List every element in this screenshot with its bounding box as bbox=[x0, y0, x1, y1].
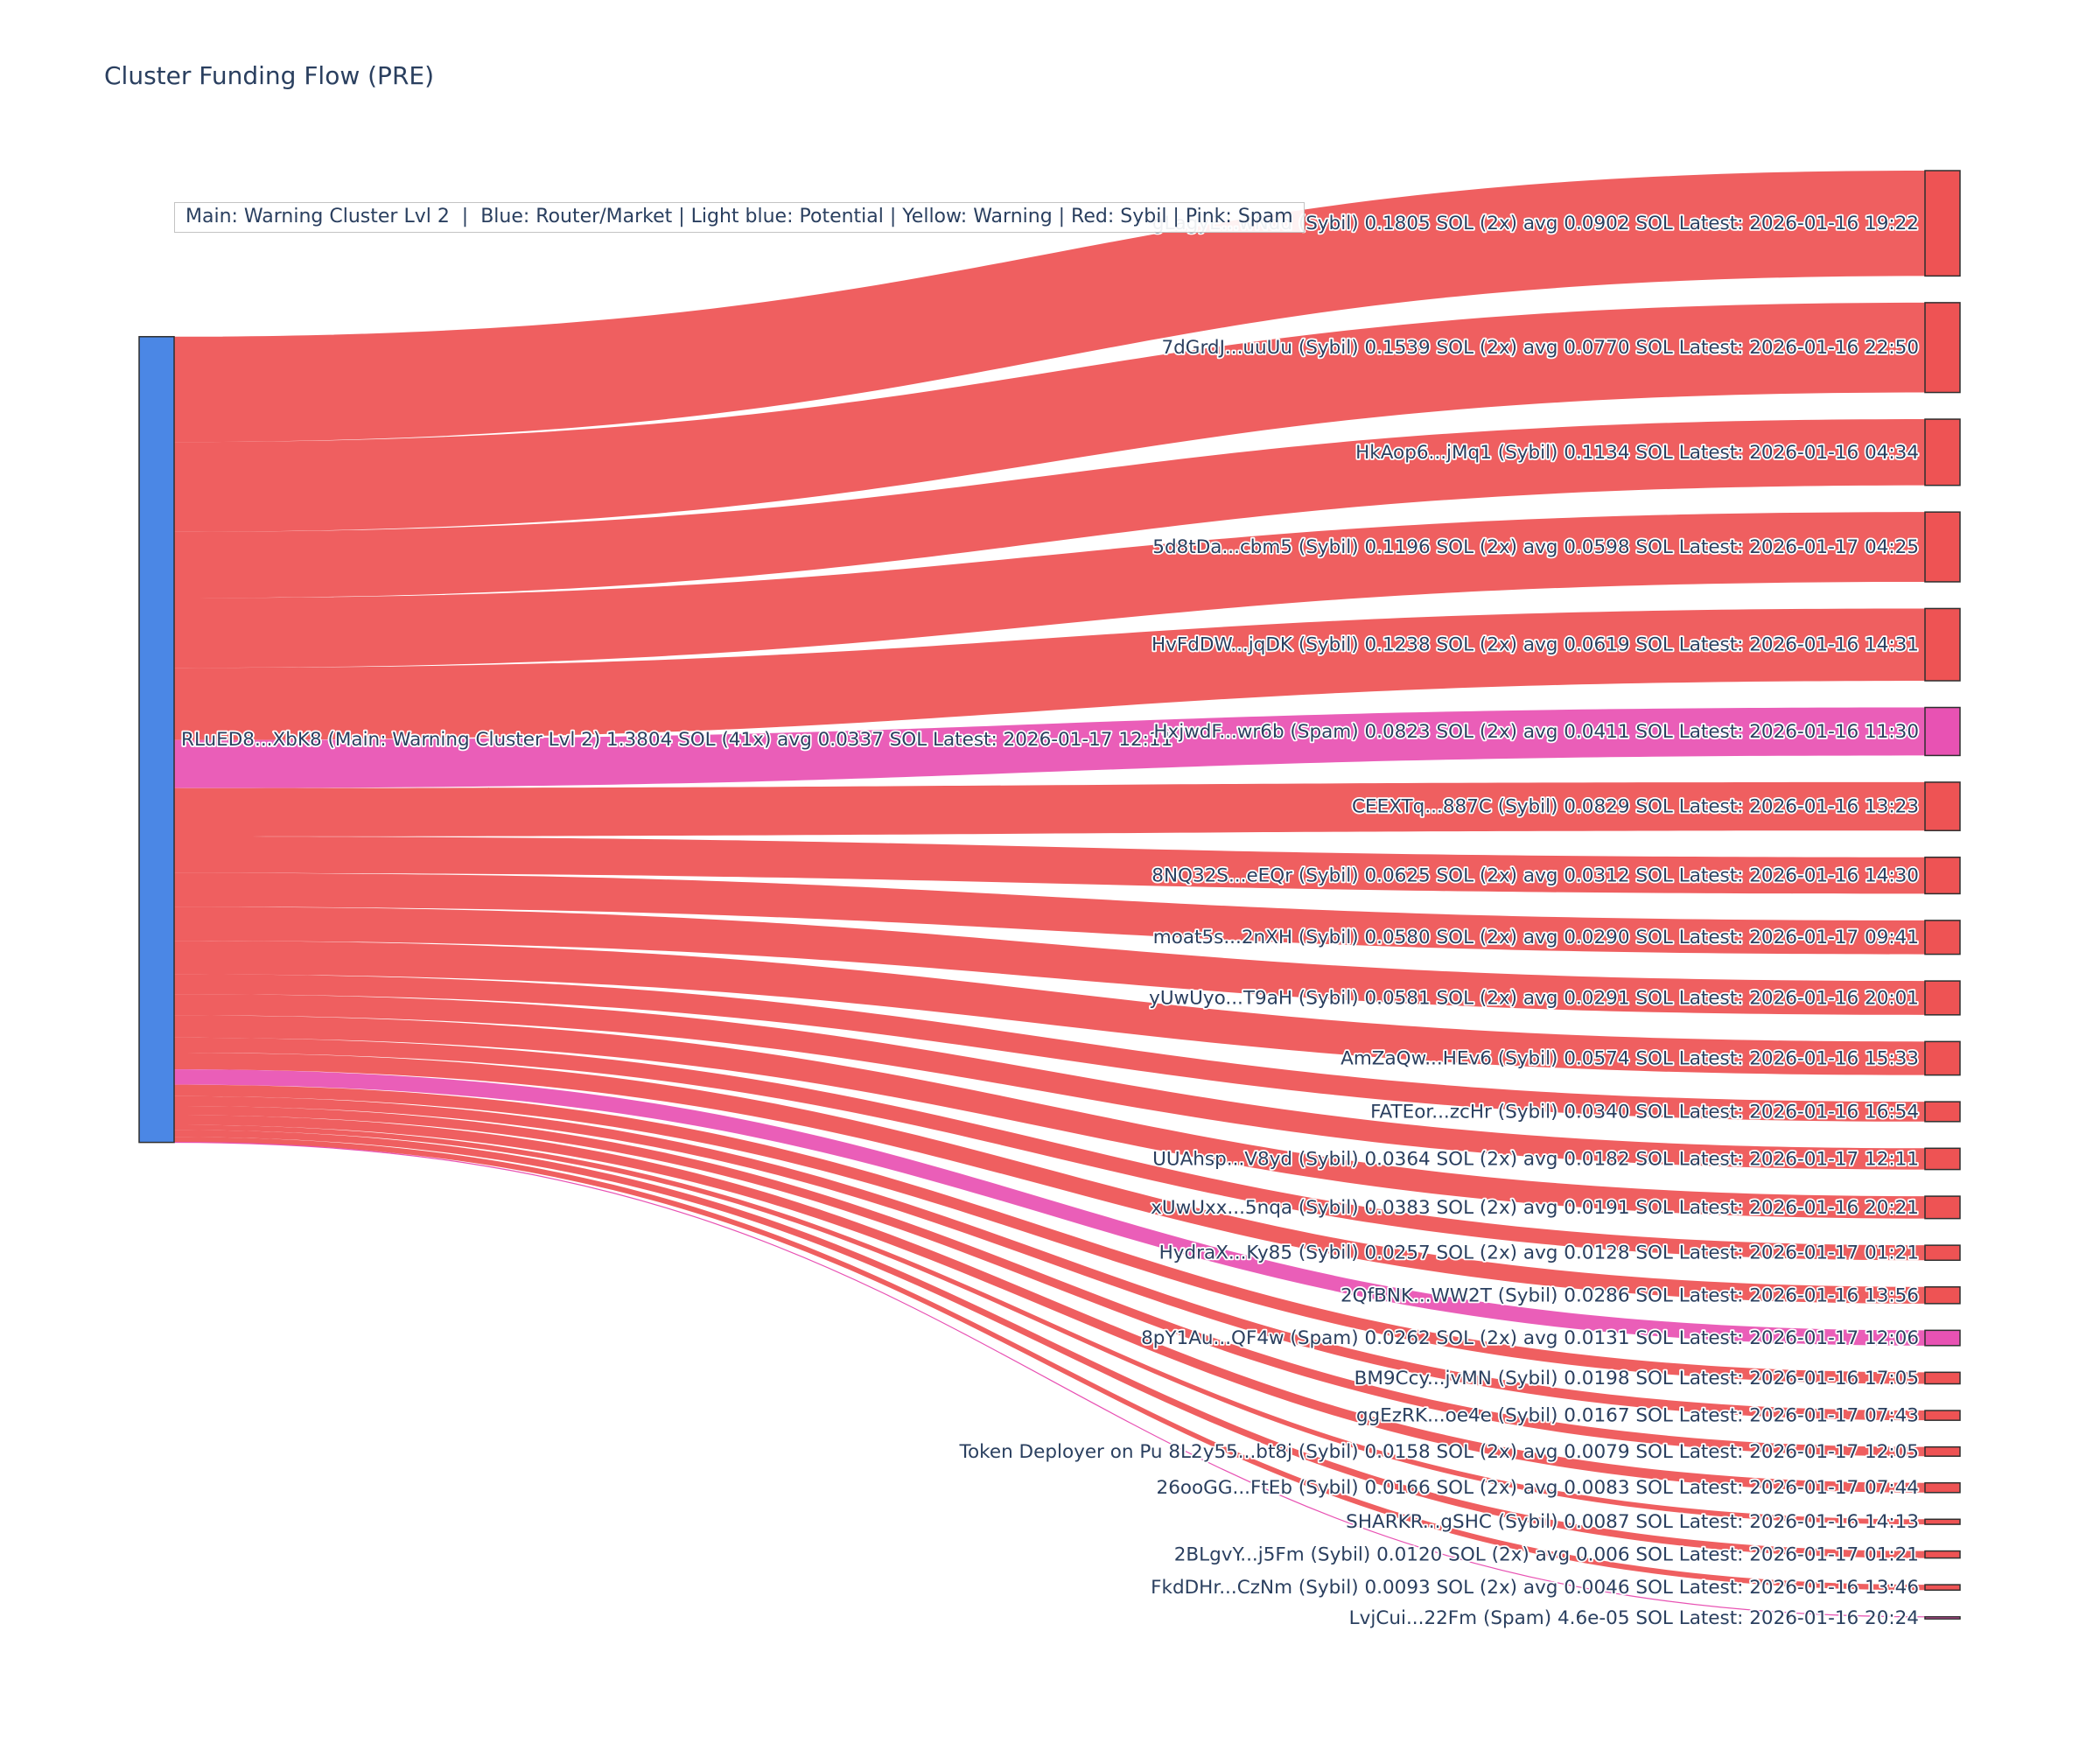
node-label: moat5s...2nXH (Sybil) 0.0580 SOL (2x) av… bbox=[1153, 927, 1919, 948]
sankey-node[interactable] bbox=[1924, 856, 1961, 895]
sankey-link[interactable] bbox=[174, 1069, 1925, 1346]
sankey-node[interactable] bbox=[1924, 1518, 1961, 1525]
sankey-link[interactable] bbox=[174, 1115, 1925, 1493]
node-label: xUwUxx...5nqa (Sybil) 0.0383 SOL (2x) av… bbox=[1151, 1197, 1919, 1219]
node-label: UUAhsp...V8yd (Sybil) 0.0364 SOL (2x) av… bbox=[1152, 1148, 1919, 1170]
sankey-node[interactable] bbox=[1924, 1147, 1961, 1171]
sankey-node[interactable] bbox=[1924, 302, 1961, 394]
sankey-link[interactable] bbox=[174, 906, 1925, 1015]
sankey-node[interactable] bbox=[1924, 418, 1961, 486]
sankey-node[interactable] bbox=[1924, 1371, 1961, 1385]
sankey-node[interactable] bbox=[1924, 1286, 1961, 1305]
sankey-link[interactable] bbox=[174, 707, 1925, 788]
sankey-link[interactable] bbox=[174, 836, 1925, 894]
node-label: 8pY1Au...QF4w (Spam) 0.0262 SOL (2x) avg… bbox=[1141, 1327, 1919, 1349]
sankey-link[interactable] bbox=[174, 171, 1925, 443]
sankey-node[interactable] bbox=[1924, 607, 1961, 682]
node-label: ggEzRK...oe4e (Sybil) 0.0167 SOL Latest:… bbox=[1356, 1405, 1919, 1427]
node-label: 8NQ32S...eEQr (Sybil) 0.0625 SOL (2x) av… bbox=[1152, 865, 1919, 887]
sankey-node[interactable] bbox=[1924, 1329, 1961, 1347]
sankey-link[interactable] bbox=[174, 302, 1925, 532]
sankey-node[interactable] bbox=[1924, 920, 1961, 956]
node-label: FkdDHr...CzNm (Sybil) 0.0093 SOL (2x) av… bbox=[1151, 1577, 1919, 1599]
sankey-node[interactable] bbox=[1924, 1101, 1961, 1123]
sankey-link[interactable] bbox=[174, 941, 1925, 1075]
sankey-link[interactable] bbox=[174, 1137, 1925, 1591]
sankey-node[interactable] bbox=[1924, 1584, 1961, 1592]
sankey-node[interactable] bbox=[1924, 1550, 1961, 1559]
node-label: HxjwdF...wr6b (Spam) 0.0823 SOL (2x) avg… bbox=[1153, 721, 1919, 743]
sankey-node[interactable] bbox=[1924, 1410, 1961, 1421]
node-label: HydraX...Ky85 (Sybil) 0.0257 SOL (2x) av… bbox=[1159, 1242, 1919, 1264]
sankey-link[interactable] bbox=[173, 1141, 1926, 1618]
node-label: FATEor...zcHr (Sybil) 0.0340 SOL Latest:… bbox=[1370, 1101, 1919, 1123]
sankey-node[interactable] bbox=[1924, 1040, 1961, 1076]
sankey-node[interactable] bbox=[1924, 706, 1961, 757]
sankey-link[interactable] bbox=[174, 1084, 1925, 1384]
sankey-link[interactable] bbox=[174, 1015, 1925, 1219]
chart-title: Cluster Funding Flow (PRE) bbox=[104, 61, 435, 90]
sankey-link[interactable] bbox=[174, 1096, 1925, 1421]
sankey-node[interactable] bbox=[1924, 980, 1961, 1016]
sankey-node[interactable] bbox=[1924, 781, 1961, 831]
sankey-node[interactable] bbox=[1924, 1616, 1961, 1620]
sankey-node[interactable] bbox=[1924, 1244, 1961, 1262]
sankey-link[interactable] bbox=[174, 872, 1925, 955]
sankey-link[interactable] bbox=[174, 608, 1925, 740]
sankey-node-main[interactable] bbox=[138, 336, 175, 1144]
sankey-link[interactable] bbox=[174, 1105, 1925, 1457]
node-label: HkAop6...jMq1 (Sybil) 0.1134 SOL Latest:… bbox=[1355, 442, 1919, 464]
sankey-node[interactable] bbox=[1924, 1446, 1961, 1457]
node-label: LvjCui...22Fm (Spam) 4.6e-05 SOL Latest:… bbox=[1349, 1607, 1919, 1629]
legend-annotation: Main: Warning Cluster Lvl 2 | Blue: Rout… bbox=[174, 202, 1305, 233]
sankey-link[interactable] bbox=[174, 781, 1925, 836]
sankey-node[interactable] bbox=[1924, 511, 1961, 583]
sankey-link[interactable] bbox=[174, 419, 1925, 598]
sankey-link[interactable] bbox=[174, 1053, 1925, 1304]
node-label: BM9Ccy...jvMN (Sybil) 0.0198 SOL Latest:… bbox=[1354, 1368, 1919, 1390]
node-label: Token Deployer on Pu 8L2y55...bt8j (Sybi… bbox=[959, 1441, 1919, 1463]
node-label: 5d8tDa...cbm5 (Sybil) 0.1196 SOL (2x) av… bbox=[1152, 536, 1919, 558]
sankey-link[interactable] bbox=[174, 974, 1925, 1122]
sankey-node[interactable] bbox=[1924, 1195, 1961, 1220]
sankey-node[interactable] bbox=[1924, 1481, 1961, 1494]
node-label: 7dGrdJ...uuUu (Sybil) 0.1539 SOL (2x) av… bbox=[1161, 337, 1919, 359]
sankey-link[interactable] bbox=[174, 1130, 1925, 1558]
sankey-link[interactable] bbox=[174, 1124, 1925, 1525]
sankey-link[interactable] bbox=[174, 994, 1925, 1170]
node-label: HvFdDW...jqDK (Sybil) 0.1238 SOL (2x) av… bbox=[1152, 634, 1919, 656]
node-label: SHARKR...gSHC (Sybil) 0.0087 SOL Latest:… bbox=[1346, 1511, 1919, 1533]
node-label: 2BLgvY...j5Fm (Sybil) 0.0120 SOL (2x) av… bbox=[1174, 1544, 1919, 1566]
node-label: 26ooGG...FtEb (Sybil) 0.0166 SOL (2x) av… bbox=[1157, 1477, 1919, 1499]
sankey-link[interactable] bbox=[174, 1037, 1925, 1261]
node-label: 2QfBNK...WW2T (Sybil) 0.0286 SOL Latest:… bbox=[1340, 1284, 1919, 1306]
source-node-label: RLuED8...XbK8 (Main: Warning Cluster Lvl… bbox=[181, 729, 1172, 751]
node-label: CEEXTq...887C (Sybil) 0.0829 SOL Latest:… bbox=[1352, 796, 1919, 818]
sankey-link[interactable] bbox=[174, 512, 1925, 668]
sankey-node[interactable] bbox=[1924, 170, 1961, 277]
node-label: AmZaQw...HEv6 (Sybil) 0.0574 SOL Latest:… bbox=[1340, 1047, 1919, 1069]
node-label: yUwUyo...T9aH (Sybil) 0.0581 SOL (2x) av… bbox=[1149, 987, 1919, 1009]
